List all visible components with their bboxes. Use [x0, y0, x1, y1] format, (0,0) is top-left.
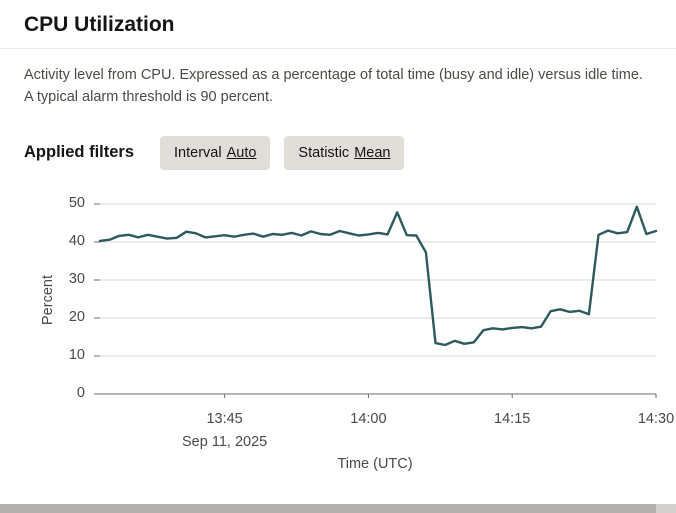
- y-axis-ticks: 0 10 20 30 40 50: [58, 194, 94, 402]
- cpu-utilization-line: [98, 204, 658, 346]
- plot-row: Percent 0 10 20 30 40 50 13:45 Sep 11, 2025 14:…: [24, 194, 674, 454]
- filter-statistic-label: Statistic: [298, 144, 350, 161]
- y-axis-label: Percent: [40, 274, 56, 325]
- filter-statistic-chip[interactable]: Statistic Mean: [284, 135, 405, 170]
- plot-area[interactable]: [94, 198, 658, 402]
- horizontal-scrollbar-track[interactable]: [0, 504, 676, 513]
- x-tick-label: 14:30: [637, 410, 675, 427]
- x-tick-label: 14:15: [494, 410, 531, 427]
- y-tick-label: 40: [68, 232, 85, 249]
- filter-statistic-value: Mean: [354, 144, 391, 161]
- horizontal-scrollbar-thumb[interactable]: [0, 504, 656, 513]
- x-axis-label: Time (UTC): [337, 455, 413, 472]
- page-title: CPU Utilization: [24, 13, 175, 36]
- applied-filters-row: Applied filters Interval Auto Statistic Me…: [24, 135, 652, 170]
- x-tick-label: 13:45 Sep 11, 2025: [182, 410, 268, 450]
- metric-description: Activity level from CPU. Expressed as a …: [24, 67, 643, 105]
- plot-box: 13:45 Sep 11, 2025 14:00 14:15 14:30: [94, 198, 674, 454]
- x-tick-label: 14:00: [350, 410, 387, 427]
- y-tick-label: 0: [76, 384, 85, 401]
- y-tick-label: 50: [68, 194, 85, 211]
- y-tick-label: 20: [68, 308, 85, 325]
- filter-interval-value: Auto: [226, 144, 257, 161]
- x-tick-date-sublabel: Sep 11, 2025: [182, 433, 268, 450]
- x-axis-ticks: 13:45 Sep 11, 2025 14:00 14:15 14:30: [94, 402, 674, 454]
- y-tick-label: 30: [68, 270, 85, 287]
- applied-filters-label: Applied filters: [24, 143, 135, 161]
- page-header: CPU Utilization: [0, 0, 676, 49]
- y-tick-label: 10: [68, 346, 85, 363]
- filter-interval-chip[interactable]: Interval Auto: [160, 135, 271, 170]
- cpu-utilization-chart: Percent 0 10 20 30 40 50 13:45 Sep 11, 2025 14:…: [24, 194, 674, 472]
- filter-interval-label: Interval: [174, 144, 222, 161]
